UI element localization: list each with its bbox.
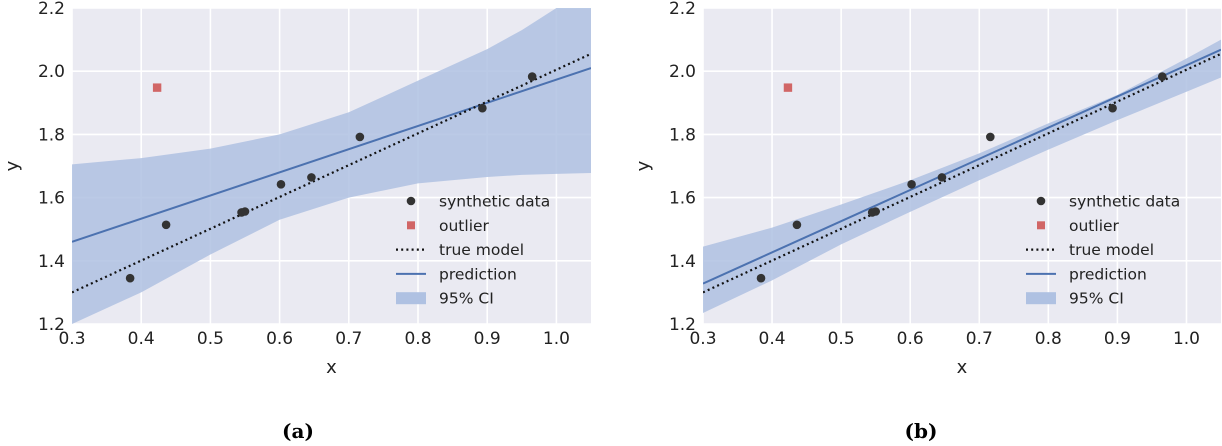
x-tick-label: 0.3 <box>689 329 716 349</box>
y-axis-label: y <box>2 160 23 171</box>
true-model-line <box>72 52 591 294</box>
y-tick-label: 2.0 <box>669 62 696 82</box>
x-tick-label: 1.0 <box>543 329 570 349</box>
x-tick-label: 0.8 <box>1035 329 1062 349</box>
data-point <box>907 180 916 189</box>
legend-marker-ci <box>1026 292 1056 305</box>
y-tick-label: 1.6 <box>669 189 696 209</box>
x-tick-label: 0.7 <box>335 329 362 349</box>
ci-band <box>72 8 591 324</box>
y-tick-label: 1.4 <box>669 252 696 272</box>
x-axis-label: x <box>326 357 337 378</box>
legend-marker-data <box>406 196 416 206</box>
data-point <box>527 72 537 81</box>
x-tick-label: 0.8 <box>404 329 431 349</box>
chart-panel-a: 0.3 0.4 0.5 0.6 0.7 0.8 0.9 1.0 1.2 1.4 1.6 1.8 2.0 2… <box>2 0 591 443</box>
prediction-line <box>703 48 1221 285</box>
x-tick-label: 0.4 <box>128 329 155 349</box>
x-tick-label: 0.5 <box>197 329 224 349</box>
x-tick-label: 1.0 <box>1173 329 1200 349</box>
y-tick-label: 1.4 <box>38 252 65 272</box>
data-point <box>986 132 995 142</box>
legend-marker-ci <box>396 292 426 305</box>
legend-marker-outlier <box>1037 221 1045 230</box>
outlier-point <box>783 83 793 92</box>
legend-label: 95% CI <box>1069 290 1124 308</box>
data-point <box>1108 103 1117 113</box>
outlier-point <box>152 83 162 92</box>
y-axis-label: y <box>633 160 654 171</box>
legend-label: prediction <box>1069 265 1147 283</box>
legend: synthetic data outlier true model predictio… <box>396 193 550 308</box>
legend: synthetic data outlier true model predictio… <box>1026 193 1180 308</box>
legend-label: synthetic data <box>1069 193 1180 211</box>
data-point <box>1157 72 1167 81</box>
y-tick-label: 2.2 <box>669 0 696 19</box>
x-tick-label: 0.9 <box>1104 329 1131 349</box>
legend-label: outlier <box>1069 217 1120 235</box>
panel-caption-b: (b) <box>905 419 938 443</box>
data-point <box>478 103 487 113</box>
x-tick-label: 0.9 <box>474 329 501 349</box>
data-point <box>307 173 316 182</box>
x-tick-label: 0.7 <box>966 329 993 349</box>
y-tick-label: 2.2 <box>38 0 65 19</box>
legend-marker-outlier <box>407 221 415 230</box>
data-point <box>240 207 250 216</box>
data-point <box>792 220 802 230</box>
y-tick-label: 1.8 <box>38 125 65 145</box>
data-point <box>125 273 135 283</box>
x-tick-label: 0.6 <box>897 329 924 349</box>
x-tick-label: 0.6 <box>266 329 293 349</box>
data-point <box>276 180 286 189</box>
x-axis-label: x <box>957 357 968 378</box>
data-point <box>756 273 766 283</box>
prediction-line <box>72 67 591 243</box>
y-tick-label: 1.8 <box>669 125 696 145</box>
legend-label: prediction <box>439 265 517 283</box>
data-point <box>355 132 365 142</box>
chart-panel-b: 0.3 0.4 0.5 0.6 0.7 0.8 0.9 1.0 1.2 1.4 1.6 1.8 2.0 2… <box>633 0 1221 443</box>
y-tick-label: 1.2 <box>38 315 65 335</box>
data-point <box>161 220 171 230</box>
legend-label: 95% CI <box>439 290 494 308</box>
legend-label: true model <box>1069 241 1154 259</box>
legend-label: true model <box>439 241 524 259</box>
y-tick-label: 2.0 <box>38 62 65 82</box>
legend-label: synthetic data <box>439 193 550 211</box>
x-tick-label: 0.3 <box>58 329 85 349</box>
legend-marker-data <box>1036 196 1046 206</box>
data-point <box>937 173 947 182</box>
y-tick-label: 1.6 <box>38 189 65 209</box>
y-tick-label: 1.2 <box>669 315 696 335</box>
x-tick-label: 0.5 <box>828 329 855 349</box>
legend-label: outlier <box>439 217 490 235</box>
true-model-line <box>703 52 1221 294</box>
panel-caption-a: (a) <box>282 419 314 443</box>
data-point <box>871 207 880 216</box>
x-tick-label: 0.4 <box>759 329 786 349</box>
